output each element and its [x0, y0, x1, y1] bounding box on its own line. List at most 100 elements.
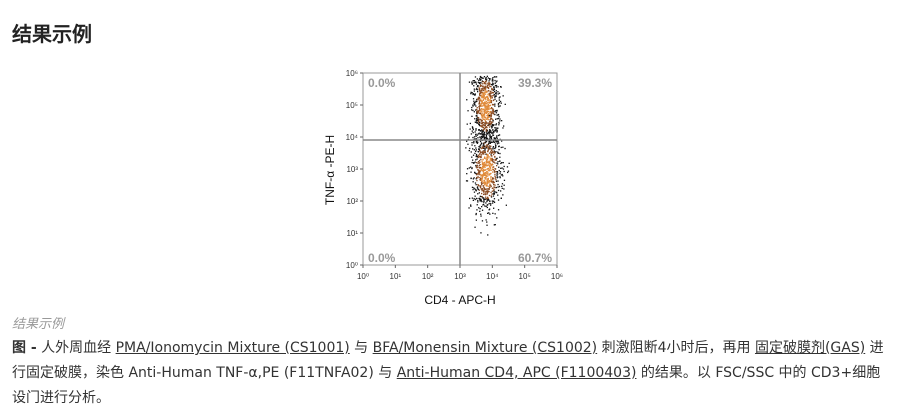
event-dot [479, 100, 481, 102]
event-dot [488, 84, 490, 86]
event-dot [497, 117, 500, 120]
event-dot [480, 142, 483, 144]
event-dot [488, 99, 490, 101]
event-dot [492, 79, 494, 81]
event-dot [487, 124, 489, 127]
event-dot [483, 96, 485, 98]
product-link[interactable]: Anti-Human CD4, APC (F1100403) [396, 365, 637, 381]
event-dot [484, 184, 486, 186]
event-dot [492, 110, 494, 112]
event-dot [482, 142, 485, 144]
event-dot [488, 114, 490, 117]
event-dot [490, 164, 492, 166]
event-dot [482, 126, 485, 129]
quadrant-label: 0.0% [368, 76, 396, 90]
event-dot [484, 131, 486, 133]
event-dot [483, 111, 485, 113]
event-dot [490, 125, 492, 127]
event-dot [490, 169, 492, 171]
event-dot [484, 102, 486, 105]
event-dot [483, 128, 486, 130]
product-link[interactable]: PMA/Ionomycin Mixture (CS1001) [115, 340, 350, 356]
event-dot [482, 146, 485, 148]
event-dot [498, 116, 500, 118]
event-dot [486, 182, 488, 185]
quadrant-label: 60.7% [518, 251, 552, 265]
event-dot [483, 76, 486, 78]
event-dot [472, 188, 474, 191]
event-dot [477, 89, 479, 91]
event-dot [499, 120, 501, 122]
event-dot [494, 147, 497, 149]
event-dot [480, 147, 482, 150]
product-link[interactable]: BFA/Monensin Mixture (CS1002) [372, 340, 598, 356]
event-dot [474, 172, 476, 174]
event-dot [478, 132, 480, 134]
event-dot [487, 234, 489, 236]
event-dot [490, 101, 493, 103]
event-dot [473, 191, 476, 193]
event-dot [484, 205, 486, 207]
event-dot [487, 99, 489, 101]
event-dot [474, 131, 476, 133]
event-dot [490, 90, 492, 92]
event-dot [478, 174, 480, 176]
event-dot [476, 109, 478, 111]
event-dot [490, 204, 492, 206]
text-segment: 人外周血经 [36, 340, 116, 356]
event-dot [492, 187, 494, 189]
event-dot [494, 178, 496, 180]
event-dot [487, 177, 489, 180]
product-link[interactable]: 固定破膜剂(GAS) [754, 340, 866, 356]
event-dot [493, 207, 495, 209]
event-dot [489, 112, 491, 114]
event-dot [481, 94, 483, 96]
event-dot [485, 78, 487, 81]
event-dot [488, 92, 490, 95]
event-dot [480, 104, 482, 106]
event-dot [507, 170, 510, 172]
event-dot [483, 199, 485, 201]
event-dot [486, 155, 488, 157]
event-dot [488, 124, 490, 126]
event-dot [482, 93, 484, 95]
event-dot [487, 123, 489, 125]
event-dot [485, 77, 487, 79]
event-dot [483, 134, 485, 136]
event-dot [476, 113, 478, 115]
event-dot [501, 187, 503, 189]
event-dot [480, 114, 483, 117]
event-dot [475, 138, 477, 140]
event-dot [485, 123, 487, 125]
event-dot [483, 125, 485, 127]
event-dot [490, 138, 492, 140]
event-dot [479, 195, 481, 197]
event-dot [491, 190, 493, 192]
event-dot [471, 106, 473, 109]
event-dot [486, 200, 488, 203]
event-dot [483, 181, 485, 184]
event-dot [470, 177, 472, 180]
event-dot [482, 99, 484, 101]
event-dot [480, 175, 482, 177]
event-dot [484, 177, 486, 179]
event-dot [479, 124, 481, 127]
event-dot [492, 159, 494, 162]
event-dot [480, 98, 482, 100]
event-dot [475, 155, 477, 158]
event-dot [497, 86, 499, 88]
event-dot [488, 102, 491, 104]
event-dot [494, 79, 496, 82]
event-dot [474, 138, 476, 140]
event-dot [494, 105, 496, 107]
event-dot [485, 162, 488, 164]
event-dot [497, 194, 499, 196]
event-dot [490, 165, 492, 167]
event-dot [477, 81, 479, 83]
event-dot [496, 165, 498, 167]
event-dot [489, 156, 491, 158]
event-dot [486, 193, 488, 195]
event-dot [474, 81, 476, 83]
event-dot [506, 166, 509, 168]
event-dot [489, 121, 491, 123]
